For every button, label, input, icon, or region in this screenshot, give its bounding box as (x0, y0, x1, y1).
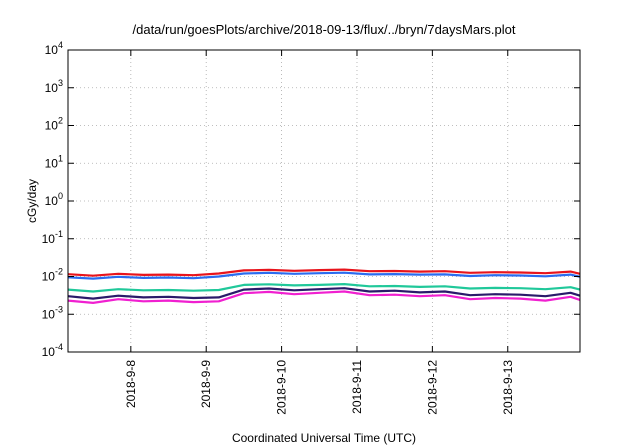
series-line-1 (67, 268, 581, 277)
y-tick-label: 102 (45, 116, 63, 133)
series-line-5 (67, 290, 581, 304)
series-line-3 (67, 283, 581, 293)
x-tick-label: 2018-9-9 (199, 360, 213, 408)
x-axis-label: Coordinated Universal Time (UTC) (232, 431, 416, 445)
y-tick-label: 10-1 (42, 229, 63, 246)
x-tick-label: 2018-9-12 (425, 360, 439, 415)
x-tick-label: 2018-9-13 (501, 360, 515, 415)
x-axis: 2018-9-8 2018-9-9 2018-9-10 2018-9-11 2018-9… (124, 50, 515, 415)
y-tick-label: 10-4 (42, 342, 63, 359)
x-tick-label: 2018-9-10 (275, 360, 289, 415)
series-line-2 (67, 271, 581, 280)
grid (68, 50, 580, 352)
series-line-4 (67, 287, 581, 300)
series-layer (67, 268, 581, 304)
chart-title: /data/run/goesPlots/archive/2018-09-13/f… (133, 22, 516, 37)
y-tick-label: 101 (45, 153, 63, 170)
y-tick-label: 100 (45, 191, 63, 208)
y-tick-label: 10-3 (42, 304, 63, 321)
y-axis: 10-4 10-3 10-2 10-1 100 101 102 103 104 (42, 40, 580, 359)
x-tick-label: 2018-9-11 (350, 360, 364, 414)
y-tick-label: 104 (45, 40, 63, 57)
y-tick-label: 10-2 (42, 267, 63, 284)
y-axis-label: cGy/day (25, 179, 39, 223)
y-tick-label: 103 (45, 78, 63, 95)
x-tick-label: 2018-9-8 (124, 360, 138, 408)
